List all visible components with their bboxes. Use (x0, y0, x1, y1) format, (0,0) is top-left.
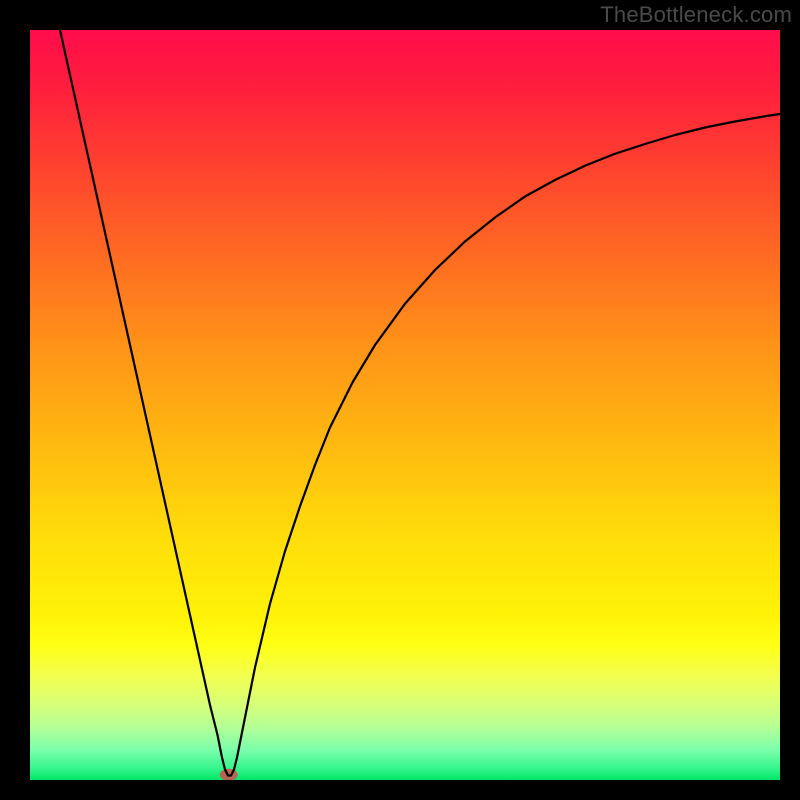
watermark-text: TheBottleneck.com (600, 2, 792, 28)
chart-frame: TheBottleneck.com (0, 0, 800, 800)
bottleneck-chart (30, 30, 780, 780)
